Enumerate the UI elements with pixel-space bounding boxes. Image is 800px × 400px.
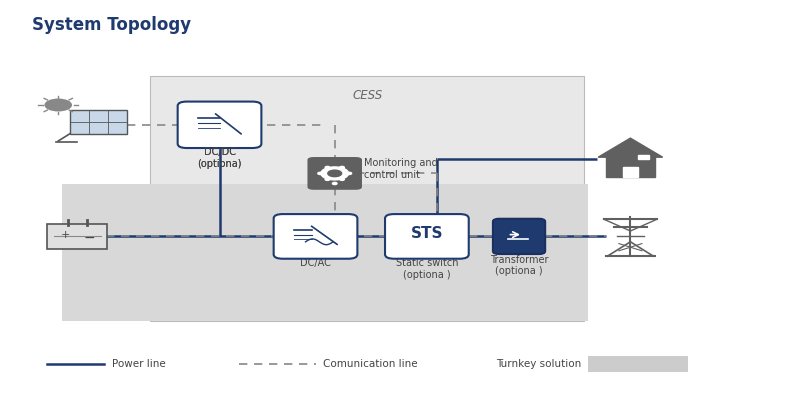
Circle shape [328, 170, 342, 177]
Circle shape [347, 172, 352, 174]
Text: DC/AC: DC/AC [300, 258, 331, 268]
FancyBboxPatch shape [178, 102, 262, 148]
Circle shape [340, 178, 344, 180]
Text: System Topology: System Topology [32, 16, 191, 34]
Circle shape [333, 182, 337, 184]
Text: +: + [61, 230, 70, 240]
Text: DC/DC
(optiona): DC/DC (optiona) [198, 147, 242, 169]
Text: STS: STS [410, 226, 443, 241]
Circle shape [45, 98, 72, 112]
Text: Static switch
(optiona ): Static switch (optiona ) [396, 258, 458, 280]
Text: −: − [84, 231, 95, 245]
FancyBboxPatch shape [638, 155, 649, 159]
FancyBboxPatch shape [606, 157, 655, 177]
FancyBboxPatch shape [150, 76, 584, 321]
FancyBboxPatch shape [588, 356, 688, 372]
Polygon shape [598, 138, 662, 157]
Circle shape [340, 166, 344, 168]
Circle shape [321, 167, 349, 180]
FancyBboxPatch shape [307, 157, 362, 190]
FancyBboxPatch shape [622, 167, 638, 177]
Text: Turnkey solution: Turnkey solution [496, 359, 582, 369]
FancyBboxPatch shape [274, 214, 358, 259]
Text: Power line: Power line [112, 359, 166, 369]
Circle shape [318, 172, 322, 174]
Text: Transformer
(optiona ): Transformer (optiona ) [490, 255, 548, 276]
FancyBboxPatch shape [385, 214, 469, 259]
FancyBboxPatch shape [70, 110, 127, 134]
Text: CESS: CESS [352, 89, 382, 102]
Text: Comunication line: Comunication line [323, 359, 418, 369]
Circle shape [325, 166, 330, 168]
FancyBboxPatch shape [62, 184, 588, 321]
FancyBboxPatch shape [47, 224, 107, 249]
Text: DC/DC
(optiona): DC/DC (optiona) [198, 147, 242, 169]
Text: Monitoring and
control unit: Monitoring and control unit [363, 158, 438, 180]
FancyBboxPatch shape [493, 219, 545, 254]
Circle shape [325, 178, 330, 180]
